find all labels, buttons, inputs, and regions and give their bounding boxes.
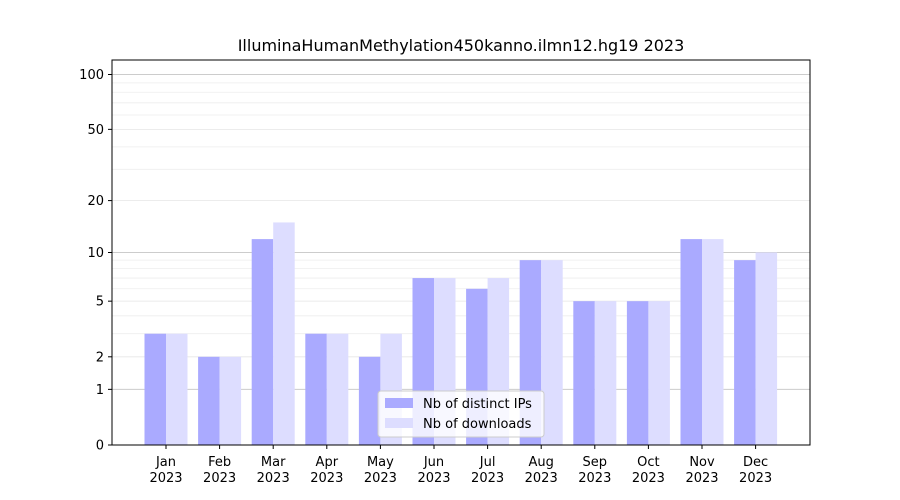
bar-distinct-ips bbox=[573, 301, 595, 445]
x-tick-label: Jul 2023 bbox=[471, 455, 504, 486]
legend-label: Nb of distinct IPs bbox=[423, 397, 532, 412]
bar-distinct-ips bbox=[358, 356, 381, 445]
x-tick-label: Feb 2023 bbox=[203, 455, 236, 486]
y-axis: 0 1 2 5 10 20 50 100 bbox=[79, 68, 112, 454]
x-axis: Jan 2023 Feb 2023 Mar 2023 Apr 2023 May 2023 Jun 20… bbox=[149, 445, 772, 486]
chart-title: IlluminaHumanMethylation450kanno.ilmn12.… bbox=[238, 36, 685, 55]
legend-box bbox=[377, 390, 545, 438]
bar-downloads bbox=[648, 301, 670, 445]
bar-distinct-ips bbox=[680, 239, 702, 445]
y-tick-label: 100 bbox=[79, 68, 104, 83]
bar-downloads bbox=[755, 252, 778, 445]
x-tick-label: Nov 2023 bbox=[685, 455, 718, 486]
legend: Nb of distinct IPs Nb of downloads bbox=[377, 390, 545, 438]
x-tick-label: Aug 2023 bbox=[525, 455, 558, 486]
legend-swatch bbox=[385, 418, 413, 428]
x-tick-label: Jun 2023 bbox=[417, 455, 450, 486]
legend-swatch bbox=[385, 398, 413, 408]
y-tick-label: 5 bbox=[96, 295, 104, 310]
y-tick-label: 10 bbox=[87, 246, 104, 261]
bar-downloads bbox=[541, 260, 563, 445]
y-tick-label: 20 bbox=[87, 194, 104, 209]
x-tick-label: Apr 2023 bbox=[310, 455, 343, 486]
bar-distinct-ips bbox=[305, 333, 327, 445]
bar-distinct-ips bbox=[251, 239, 274, 445]
bar-distinct-ips bbox=[198, 356, 220, 445]
x-tick-label: Mar 2023 bbox=[257, 455, 290, 486]
bar-downloads bbox=[594, 301, 617, 445]
bar-downloads bbox=[326, 333, 349, 445]
bar-downloads bbox=[273, 222, 295, 445]
y-tick-label: 0 bbox=[96, 439, 104, 454]
x-tick-label: Dec 2023 bbox=[739, 455, 772, 486]
y-tick-label: 50 bbox=[87, 123, 104, 138]
bar-downloads bbox=[219, 356, 242, 445]
bar-downloads bbox=[166, 333, 188, 445]
x-tick-label: May 2023 bbox=[364, 455, 397, 486]
bar-distinct-ips bbox=[144, 333, 166, 445]
legend-label: Nb of downloads bbox=[423, 417, 532, 432]
x-tick-label: Sep 2023 bbox=[578, 455, 611, 486]
x-tick-label: Oct 2023 bbox=[632, 455, 665, 486]
bar-downloads bbox=[702, 239, 724, 445]
x-tick-label: Jan 2023 bbox=[149, 455, 182, 486]
y-tick-label: 1 bbox=[96, 383, 104, 398]
bar-distinct-ips bbox=[626, 301, 649, 445]
y-tick-label: 2 bbox=[96, 350, 104, 365]
bar-distinct-ips bbox=[734, 260, 756, 445]
